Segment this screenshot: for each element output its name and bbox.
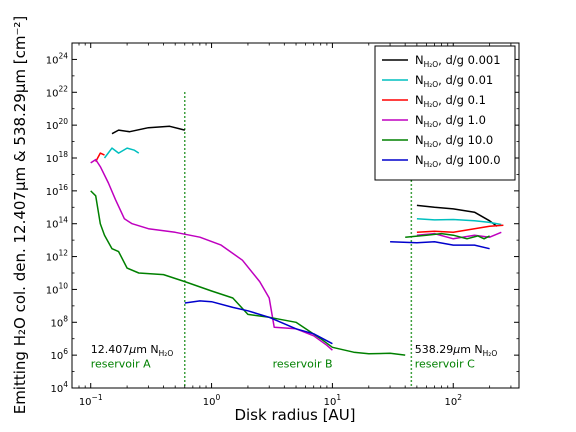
y-tick-label: 1014 [46,216,69,231]
y-tick-label: 1010 [46,281,69,296]
y-tick-label: 108 [50,314,68,329]
y-axis-label: Emitting H₂O col. den. 12.407μm & 538.29… [11,16,29,415]
y-tick-label: 106 [50,347,68,362]
y-tick-label: 1020 [46,117,69,132]
wavelength-annotation: 538.29μm NH₂O [415,343,498,358]
legend-entry: NH₂O, d/g 100.0 [415,153,501,169]
reservoir-label: reservoir A [91,357,151,370]
legend-entry: NH₂O, d/g 10.0 [415,133,493,149]
series-line [416,204,498,227]
x-tick-label: 101 [324,393,342,408]
y-tick-label: 1018 [46,150,69,165]
series-line [416,218,502,226]
x-axis-label: Disk radius [AU] [234,406,355,424]
series-line [90,190,406,356]
x-tick-label: 100 [203,393,221,408]
reservoir-label: reservoir B [273,357,333,370]
legend-entry: NH₂O, d/g 0.01 [415,73,493,89]
series-line [184,300,333,345]
series-line [416,224,504,234]
y-tick-label: 1022 [46,84,69,99]
y-tick-label: 1012 [46,249,69,264]
series-line [103,147,140,159]
series-line [416,231,502,240]
wavelength-annotation: 12.407μm NH₂O [91,343,174,358]
legend [374,45,516,181]
x-tick-label: 10−1 [79,393,103,408]
plot-frame [71,42,520,389]
y-tick-label: 104 [50,380,68,395]
series-line [95,152,105,162]
series-line [405,232,490,240]
legend-entry: NH₂O, d/g 0.001 [415,53,501,69]
y-tick-label: 1024 [46,51,69,66]
reservoir-label: reservoir C [415,357,475,370]
legend-entry: NH₂O, d/g 0.1 [415,93,486,109]
y-tick-label: 1016 [46,183,69,198]
legend-entry: NH₂O, d/g 1.0 [415,113,486,129]
x-tick-label: 102 [444,393,462,408]
series-line [390,240,490,250]
series-line [111,125,185,135]
